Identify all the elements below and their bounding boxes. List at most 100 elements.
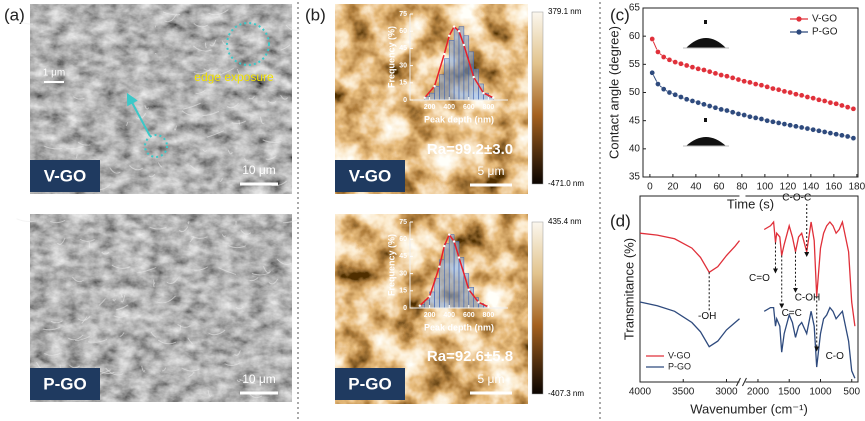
y-tick-label: 75 bbox=[399, 11, 407, 18]
wrinkle bbox=[150, 331, 157, 338]
wrinkle bbox=[262, 139, 282, 143]
colorbar-label: -407.3 nm bbox=[548, 389, 584, 398]
marker bbox=[678, 94, 684, 100]
wrinkle bbox=[209, 39, 217, 47]
y-tick-label: 60 bbox=[629, 31, 641, 42]
marker bbox=[718, 72, 725, 78]
wrinkle bbox=[268, 278, 279, 285]
wrinkle bbox=[194, 266, 209, 271]
x-tick-label: 800 bbox=[483, 312, 495, 319]
wrinkle bbox=[79, 238, 95, 242]
fit-point bbox=[477, 301, 480, 304]
annotation: C-O bbox=[826, 351, 845, 362]
legend-label: P-GO bbox=[812, 27, 838, 38]
roughness: Ra=99.2±3.0 bbox=[427, 141, 513, 158]
marker bbox=[844, 133, 851, 140]
fit-point bbox=[467, 288, 470, 291]
wrinkle bbox=[227, 149, 233, 155]
wrinkle bbox=[244, 158, 249, 162]
x-axis-label: Peak depth (nm) bbox=[424, 322, 494, 332]
legend-label: V-GO bbox=[812, 14, 837, 25]
wrinkle bbox=[105, 367, 124, 376]
wrinkle bbox=[181, 367, 200, 372]
wrinkle bbox=[220, 67, 234, 76]
marker bbox=[747, 79, 753, 86]
fit-point bbox=[457, 30, 461, 33]
fit-point bbox=[443, 52, 446, 56]
scale-bar-label: 1 μm bbox=[43, 68, 65, 79]
wrinkle bbox=[75, 335, 90, 342]
wrinkle bbox=[148, 174, 156, 178]
wrinkle bbox=[187, 337, 193, 345]
wrinkle bbox=[193, 68, 211, 75]
fit-curve bbox=[419, 233, 489, 308]
x-tick-label: 40 bbox=[690, 182, 702, 193]
marker bbox=[701, 67, 707, 73]
marker bbox=[649, 69, 656, 76]
wrinkle bbox=[239, 378, 256, 385]
droplet-icon bbox=[683, 20, 729, 49]
fit-point bbox=[418, 304, 421, 307]
wrinkle bbox=[125, 122, 129, 126]
wrinkle bbox=[193, 23, 209, 28]
y-tick-label: 0 bbox=[403, 305, 407, 312]
wrinkle bbox=[203, 68, 219, 72]
wrinkle bbox=[208, 329, 226, 336]
marker bbox=[787, 122, 794, 129]
wrinkle bbox=[149, 226, 167, 230]
wrinkle bbox=[157, 339, 177, 345]
x-tick-label: 100 bbox=[757, 182, 774, 193]
colorbar-label: 379.1 nm bbox=[548, 7, 582, 16]
wrinkle bbox=[249, 394, 263, 399]
wrinkle bbox=[178, 226, 189, 233]
marker bbox=[839, 102, 845, 109]
y-tick-label: 15 bbox=[399, 288, 407, 295]
y-tick-label: 40 bbox=[629, 143, 641, 154]
y-axis-label: Frequency (%) bbox=[386, 234, 396, 296]
panel-label: (b) bbox=[305, 5, 326, 24]
wrinkle bbox=[136, 266, 157, 274]
wrinkle bbox=[261, 74, 269, 78]
wrinkle bbox=[195, 89, 206, 94]
marker bbox=[683, 62, 690, 69]
histogram-bar bbox=[444, 243, 450, 309]
marker bbox=[706, 68, 713, 75]
fit-point bbox=[472, 75, 475, 79]
wrinkle bbox=[113, 314, 129, 318]
x-tick-label: 800 bbox=[483, 104, 495, 111]
marker bbox=[689, 98, 696, 104]
wrinkle bbox=[235, 306, 244, 310]
marker bbox=[655, 81, 661, 87]
marker bbox=[787, 89, 794, 96]
x-tick-label: 0 bbox=[647, 182, 653, 193]
annotation: C=C bbox=[782, 308, 802, 319]
marker bbox=[816, 96, 822, 103]
marker bbox=[833, 100, 840, 107]
annotation: -OH bbox=[698, 311, 716, 322]
wrinkle bbox=[141, 365, 146, 372]
marker bbox=[770, 85, 776, 92]
wrinkle bbox=[162, 11, 181, 16]
marker bbox=[695, 65, 702, 72]
histogram-bar bbox=[453, 28, 460, 101]
wrinkle bbox=[221, 40, 226, 45]
wrinkle bbox=[219, 178, 223, 182]
wrinkle bbox=[50, 320, 63, 324]
marker bbox=[729, 109, 736, 116]
wrinkle bbox=[240, 229, 252, 235]
histogram-bar bbox=[429, 92, 435, 101]
marker bbox=[821, 129, 828, 135]
y-tick-label: 0 bbox=[403, 97, 407, 104]
histogram-bar bbox=[434, 85, 440, 101]
wrinkle bbox=[66, 145, 84, 150]
x-tick-label: 600 bbox=[463, 312, 475, 319]
fit-point bbox=[492, 96, 495, 99]
wrinkle bbox=[191, 235, 208, 239]
x-tick-label: 500 bbox=[843, 387, 860, 398]
marker bbox=[793, 123, 799, 130]
wrinkle bbox=[119, 332, 125, 337]
marker bbox=[758, 82, 765, 89]
wrinkle bbox=[43, 145, 63, 150]
wrinkle bbox=[164, 13, 178, 23]
wrinkle bbox=[98, 298, 106, 306]
